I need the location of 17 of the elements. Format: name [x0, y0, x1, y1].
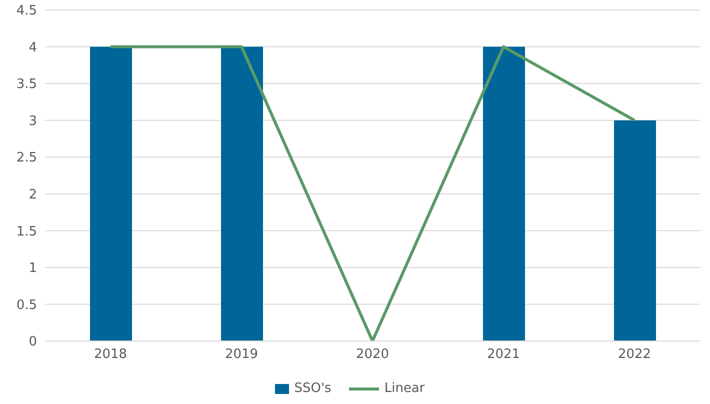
- y-tick-label: 3.5: [16, 77, 37, 92]
- y-tick-label: 2: [28, 188, 37, 203]
- x-tick-label: 2018: [94, 347, 128, 362]
- y-tick-label: 4.5: [16, 4, 37, 19]
- legend-label: SSO's: [294, 381, 332, 396]
- x-tick-label: 2020: [356, 347, 390, 362]
- y-tick-label: 3: [28, 114, 37, 129]
- x-tick-label: 2022: [618, 347, 652, 362]
- legend-label: Linear: [384, 381, 425, 396]
- y-tick-label: 2.5: [16, 150, 37, 166]
- y-tick-label: 4: [28, 40, 37, 56]
- y-tick-label: 0: [28, 334, 37, 350]
- x-tick-label: 2019: [224, 347, 258, 362]
- y-tick-label: 1: [28, 261, 37, 276]
- x-tick-label: 2021: [486, 347, 520, 362]
- y-tick-label: 0.5: [16, 298, 37, 313]
- y-tick-label: 1.5: [16, 224, 37, 240]
